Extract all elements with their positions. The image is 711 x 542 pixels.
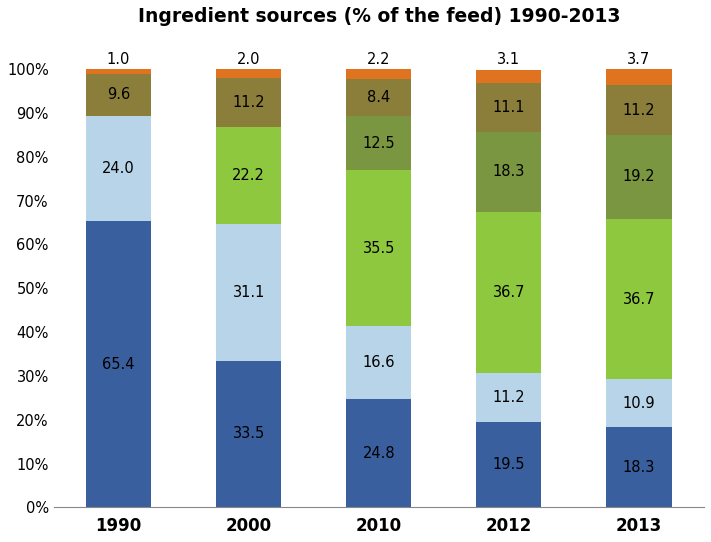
Bar — [86, 69, 151, 74]
Text: 8.4: 8.4 — [367, 90, 390, 105]
Text: 33.5: 33.5 — [232, 427, 264, 441]
Bar — [346, 326, 412, 399]
Bar — [216, 69, 282, 78]
Text: 2.2: 2.2 — [367, 52, 390, 67]
Text: 9.6: 9.6 — [107, 87, 130, 102]
Text: 11.2: 11.2 — [623, 102, 656, 118]
Text: 36.7: 36.7 — [623, 292, 656, 307]
Bar — [86, 74, 151, 115]
Bar — [216, 78, 282, 127]
Text: 3.1: 3.1 — [497, 52, 520, 67]
Text: 35.5: 35.5 — [363, 241, 395, 256]
Bar — [606, 86, 671, 134]
Text: 19.2: 19.2 — [623, 169, 656, 184]
Text: 12.5: 12.5 — [363, 136, 395, 151]
Bar — [86, 115, 151, 221]
Text: 24.8: 24.8 — [363, 446, 395, 461]
Bar — [476, 83, 542, 132]
Text: 65.4: 65.4 — [102, 357, 135, 372]
Bar — [346, 399, 412, 507]
Text: 11.2: 11.2 — [493, 390, 525, 405]
Text: 10.9: 10.9 — [623, 396, 656, 411]
Text: 11.2: 11.2 — [232, 95, 265, 110]
Bar — [346, 171, 412, 326]
Bar — [216, 224, 282, 360]
Title: Ingredient sources (% of the feed) 1990-2013: Ingredient sources (% of the feed) 1990-… — [137, 7, 620, 26]
Text: 18.3: 18.3 — [493, 165, 525, 179]
Text: 11.1: 11.1 — [493, 100, 525, 115]
Bar — [606, 379, 671, 427]
Text: 2.0: 2.0 — [237, 52, 260, 67]
Bar — [216, 360, 282, 507]
Text: 1.0: 1.0 — [107, 52, 130, 67]
Text: 3.7: 3.7 — [627, 52, 651, 67]
Bar — [476, 132, 542, 212]
Bar — [606, 134, 671, 218]
Bar — [346, 115, 412, 171]
Text: 24.0: 24.0 — [102, 161, 135, 176]
Text: 18.3: 18.3 — [623, 460, 656, 475]
Bar — [606, 69, 671, 86]
Bar — [86, 221, 151, 507]
Bar — [606, 427, 671, 507]
Text: 22.2: 22.2 — [232, 168, 265, 183]
Text: 36.7: 36.7 — [493, 285, 525, 300]
Bar — [476, 373, 542, 422]
Bar — [476, 212, 542, 373]
Bar — [216, 127, 282, 224]
Bar — [346, 79, 412, 115]
Text: 31.1: 31.1 — [232, 285, 265, 300]
Text: 16.6: 16.6 — [363, 355, 395, 370]
Bar — [476, 422, 542, 507]
Bar — [476, 70, 542, 83]
Bar — [606, 218, 671, 379]
Text: 19.5: 19.5 — [493, 457, 525, 472]
Bar — [346, 69, 412, 79]
